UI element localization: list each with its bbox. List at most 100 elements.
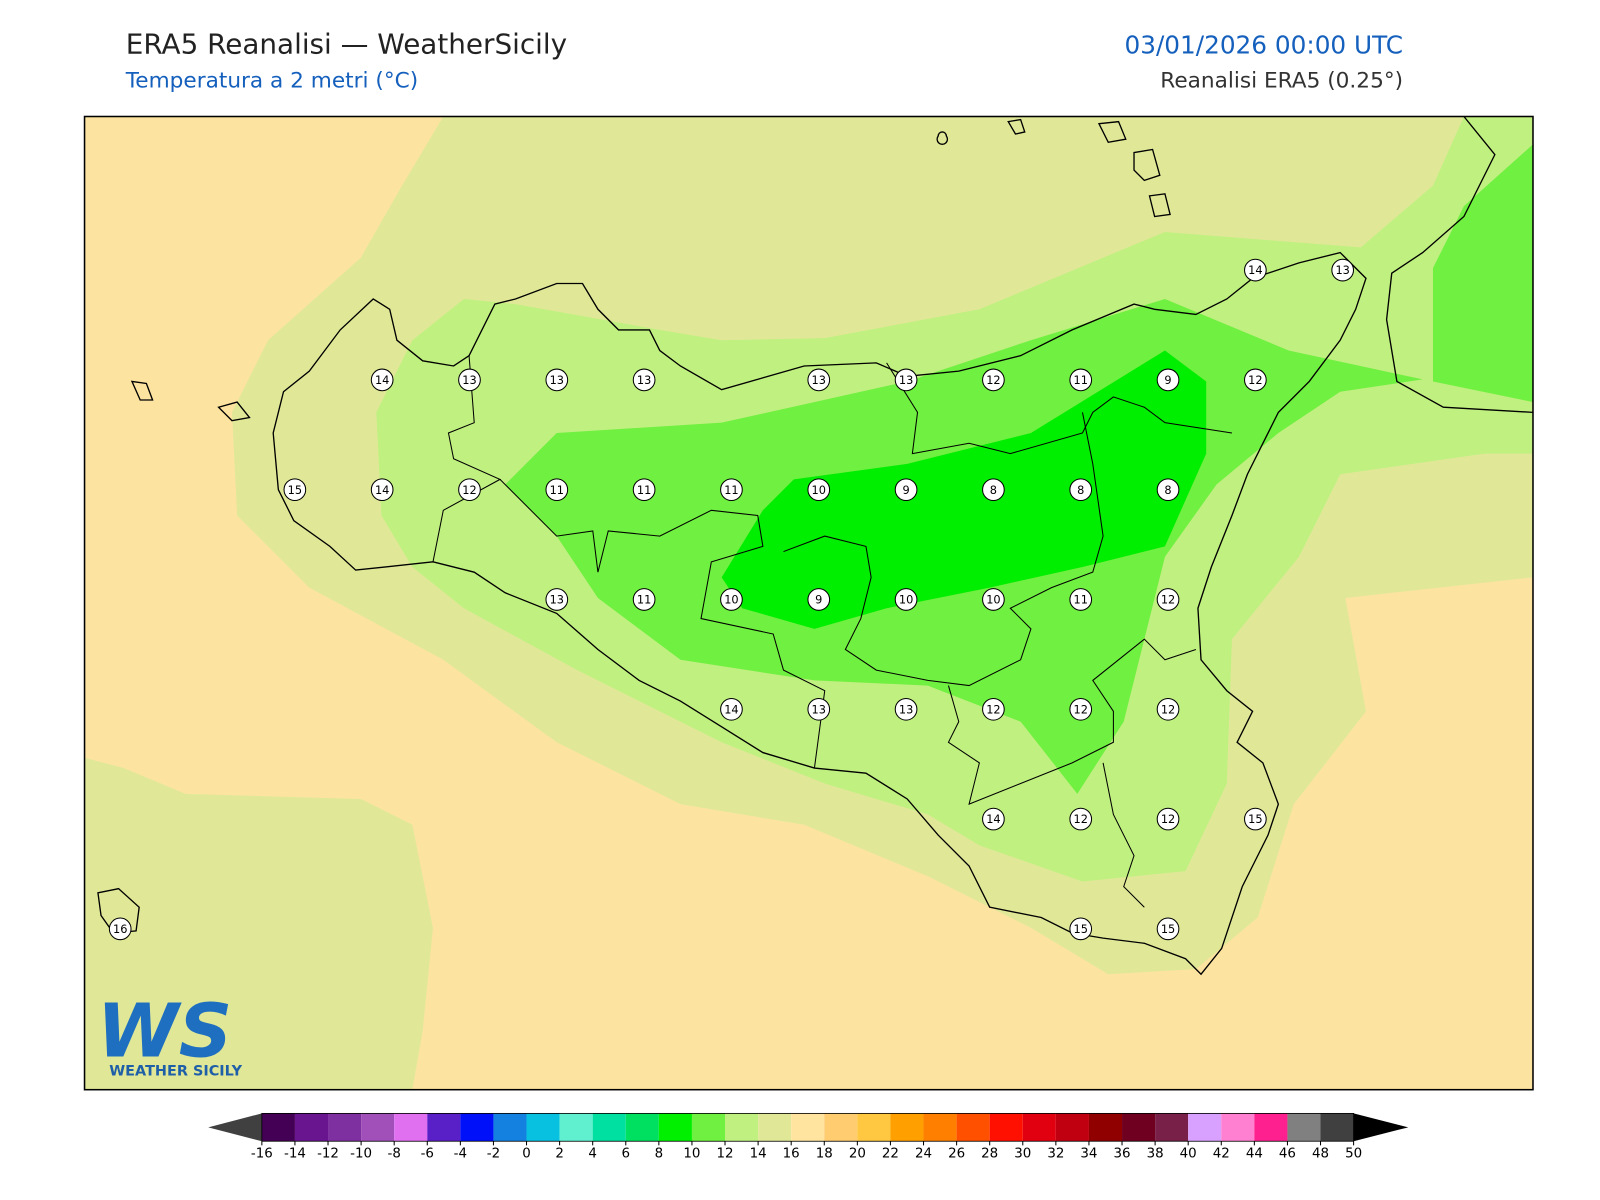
station-value: 10 — [899, 593, 913, 607]
colorbar-box — [361, 1113, 395, 1142]
station-value: 13 — [550, 373, 564, 387]
station-value: 9 — [902, 483, 909, 497]
station-value: 10 — [986, 593, 1000, 607]
colorbar-tick-label: 40 — [1180, 1147, 1197, 1162]
colorbar-box — [394, 1113, 428, 1142]
station-marker — [982, 697, 1005, 721]
station-value: 15 — [1248, 812, 1262, 826]
station-marker — [894, 478, 918, 502]
colorbar-tick-label: 26 — [948, 1147, 965, 1162]
colorbar: -16 -14 -12 -10 -8 -6 -4 -2 0 2 4 6 8 10 12 14 16 18 20 22 2… — [208, 1112, 1409, 1162]
colorbar-tick-label: -16 — [251, 1147, 273, 1162]
station-value: 13 — [462, 373, 476, 387]
colorbar-under — [208, 1113, 262, 1142]
island — [1097, 120, 1127, 144]
colorbar-tick-label: 38 — [1147, 1147, 1164, 1162]
station-marker — [720, 588, 743, 611]
field-14-16 — [84, 757, 433, 1090]
colorbar-tick-label: 36 — [1114, 1147, 1131, 1162]
station-value: 12 — [986, 702, 1000, 716]
station-value: 14 — [724, 702, 738, 716]
province-border — [886, 362, 1233, 455]
station-marker — [545, 368, 569, 392]
station-marker — [1069, 478, 1093, 502]
province-border — [499, 479, 826, 769]
station-value: 14 — [986, 812, 1000, 826]
station-marker — [458, 368, 481, 392]
station-value: 13 — [812, 702, 826, 716]
colorbar-box — [890, 1113, 924, 1142]
colorbar-tick-label: 4 — [588, 1147, 597, 1162]
station-marker — [545, 478, 569, 502]
station-value: 10 — [724, 593, 738, 607]
colorbar-tick-label: 18 — [816, 1147, 833, 1162]
station-marker — [1156, 807, 1180, 831]
station-value: 16 — [113, 922, 127, 936]
station-value: 13 — [812, 373, 826, 387]
colorbar-tick-label: 12 — [716, 1147, 733, 1162]
station-value: 8 — [1164, 483, 1171, 497]
province-border — [783, 412, 1104, 687]
colorbar-tick-label: 22 — [882, 1147, 899, 1162]
colorbar-box — [294, 1113, 329, 1142]
station-marker — [632, 368, 656, 392]
colorbar-box — [857, 1113, 891, 1142]
station-marker — [283, 478, 307, 502]
station-marker — [1156, 478, 1180, 502]
station-marker — [1069, 588, 1093, 611]
station-marker — [720, 478, 743, 502]
colorbar-box — [625, 1113, 659, 1142]
colorbar-box — [758, 1113, 792, 1142]
colorbar-tick-label: -14 — [284, 1147, 306, 1162]
map-frame — [83, 115, 1534, 1091]
colorbar-box — [261, 1113, 295, 1142]
colorbar-box — [824, 1113, 858, 1142]
station-value: 12 — [1248, 373, 1262, 387]
colorbar-box — [526, 1113, 560, 1142]
station-marker — [108, 917, 132, 941]
station-value: 12 — [986, 373, 1000, 387]
station-value: 13 — [550, 593, 564, 607]
colorbar-tick-label: 24 — [915, 1147, 932, 1162]
logo-mark: WS — [97, 988, 232, 1075]
station-value: 12 — [1161, 812, 1175, 826]
colorbar-box — [328, 1113, 362, 1142]
station-marker — [807, 368, 831, 392]
field-10-12 — [1432, 144, 1533, 403]
colorbar-tick-label: 0 — [522, 1147, 531, 1162]
station-marker — [807, 588, 831, 611]
station-marker — [1156, 917, 1180, 941]
station-marker — [370, 368, 394, 392]
colorbar-box — [791, 1113, 825, 1142]
colorbar-box — [1287, 1113, 1321, 1142]
colorbar-tick-label: 6 — [622, 1147, 631, 1162]
station-value: 8 — [1077, 483, 1084, 497]
station-marker — [1069, 368, 1093, 392]
island — [97, 887, 140, 934]
station-marker — [1156, 588, 1180, 611]
station-value: 11 — [1074, 593, 1088, 607]
colorbar-tick-label: 8 — [655, 1147, 664, 1162]
colorbar-box — [1022, 1113, 1056, 1142]
station-marker — [1069, 917, 1093, 941]
colorbar-tick-label: 10 — [683, 1147, 700, 1162]
station-value: 13 — [899, 702, 913, 716]
colorbar-tick-label: 50 — [1345, 1147, 1362, 1162]
station-value: 11 — [637, 483, 651, 497]
colorbar-tick-label: 42 — [1213, 1147, 1230, 1162]
colorbar-box — [592, 1113, 626, 1142]
station-value: 13 — [637, 373, 651, 387]
station-marker — [632, 588, 656, 611]
station-marker — [1244, 368, 1267, 392]
station-marker — [1069, 807, 1093, 831]
station-value: 8 — [990, 483, 997, 497]
source: Reanalisi ERA5 (0.25°) — [1160, 69, 1403, 94]
colorbar-box — [1155, 1113, 1189, 1142]
colorbar-tick-label: 16 — [783, 1147, 800, 1162]
island — [1007, 118, 1026, 135]
colorbar-box — [691, 1113, 726, 1142]
colorbar-tick-label: -10 — [350, 1147, 372, 1162]
station-value: 11 — [724, 483, 738, 497]
colorbar-tick-label: 2 — [555, 1147, 564, 1162]
station-marker — [982, 478, 1005, 502]
